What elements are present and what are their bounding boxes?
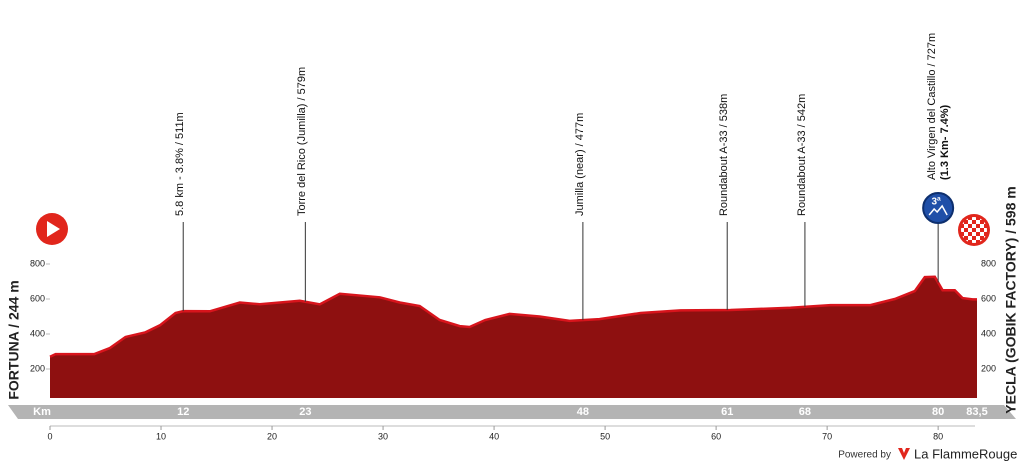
waypoint-label: Jumilla (near) / 477m bbox=[574, 113, 586, 216]
x-tick-label: 30 bbox=[378, 431, 388, 441]
km-marker: 61 bbox=[721, 406, 733, 418]
y-tick-label: 400 bbox=[30, 328, 45, 338]
brand: La FlammeRouge bbox=[914, 446, 1017, 461]
km-marker: 12 bbox=[177, 406, 189, 418]
finish-label: YECLA (GOBIK FACTORY) / 598 m bbox=[1003, 186, 1019, 413]
waypoint-label: Torre del Rico (Jumilla) / 579m bbox=[296, 67, 308, 216]
check bbox=[976, 224, 980, 228]
check bbox=[984, 232, 987, 236]
km-marker: 68 bbox=[799, 406, 811, 418]
check bbox=[964, 220, 968, 224]
check bbox=[976, 240, 980, 243]
check bbox=[972, 228, 976, 232]
check bbox=[972, 217, 976, 220]
check bbox=[964, 236, 968, 240]
y-tick-label: 600 bbox=[30, 293, 45, 303]
x-tick-label: 20 bbox=[267, 431, 277, 441]
check bbox=[968, 232, 972, 236]
check bbox=[980, 236, 984, 240]
check bbox=[976, 220, 980, 224]
elevation-area bbox=[50, 276, 977, 398]
check bbox=[984, 228, 987, 232]
brand-logo bbox=[898, 448, 910, 460]
check bbox=[961, 228, 964, 232]
y-tick-label: 200 bbox=[30, 363, 45, 373]
check bbox=[976, 217, 980, 220]
check bbox=[968, 217, 972, 220]
check bbox=[968, 240, 972, 243]
check bbox=[976, 232, 980, 236]
check bbox=[972, 224, 976, 228]
km-title: Km bbox=[33, 406, 51, 418]
check bbox=[984, 224, 987, 228]
x-tick-label: 40 bbox=[489, 431, 499, 441]
check bbox=[964, 232, 968, 236]
waypoint-label: Alto Virgen del Castillo / 727m bbox=[926, 33, 938, 180]
check bbox=[976, 236, 980, 240]
km-finish: 83,5 bbox=[966, 406, 987, 418]
check bbox=[968, 220, 972, 224]
climb-category: 3ª bbox=[932, 197, 942, 208]
check bbox=[961, 232, 964, 236]
waypoint-detail: (1.3 Km- 7.4%) bbox=[939, 104, 951, 180]
y-tick-label-right: 400 bbox=[981, 328, 996, 338]
x-tick-label: 10 bbox=[156, 431, 166, 441]
km-marker: 80 bbox=[932, 406, 944, 418]
waypoint-label: Roundabout A-33 / 542m bbox=[796, 94, 808, 216]
check bbox=[980, 220, 984, 224]
check bbox=[976, 228, 980, 232]
check bbox=[972, 232, 976, 236]
start-icon bbox=[36, 213, 68, 245]
x-tick-label: 0 bbox=[47, 431, 52, 441]
x-tick-label: 60 bbox=[711, 431, 721, 441]
km-band bbox=[8, 405, 1016, 419]
check bbox=[961, 224, 964, 228]
finish-icon bbox=[958, 214, 990, 246]
powered-by: Powered by bbox=[838, 450, 891, 461]
x-tick-label: 70 bbox=[822, 431, 832, 441]
km-marker: 48 bbox=[577, 406, 589, 418]
check bbox=[980, 232, 984, 236]
check bbox=[964, 224, 968, 228]
check bbox=[964, 228, 968, 232]
y-tick-label-right: 200 bbox=[981, 363, 996, 373]
check bbox=[980, 224, 984, 228]
climb-badge bbox=[922, 192, 955, 224]
check bbox=[968, 224, 972, 228]
check bbox=[980, 228, 984, 232]
waypoint-label: Roundabout A-33 / 538m bbox=[718, 94, 730, 216]
climb-icon bbox=[928, 204, 948, 216]
x-tick-label: 50 bbox=[600, 431, 610, 441]
check bbox=[972, 240, 976, 243]
waypoint-label: 5.8 km - 3.8% / 511m bbox=[174, 112, 186, 216]
y-tick-label-right: 800 bbox=[981, 258, 996, 268]
y-tick-label-right: 600 bbox=[981, 293, 996, 303]
start-label: FORTUNA / 244 m bbox=[6, 280, 22, 399]
km-marker: 23 bbox=[299, 406, 311, 418]
check bbox=[972, 220, 976, 224]
elevation-edge bbox=[49, 275, 977, 358]
x-tick-label: 80 bbox=[933, 431, 943, 441]
check bbox=[968, 236, 972, 240]
check bbox=[972, 236, 976, 240]
check bbox=[968, 228, 972, 232]
y-tick-label: 800 bbox=[30, 258, 45, 268]
